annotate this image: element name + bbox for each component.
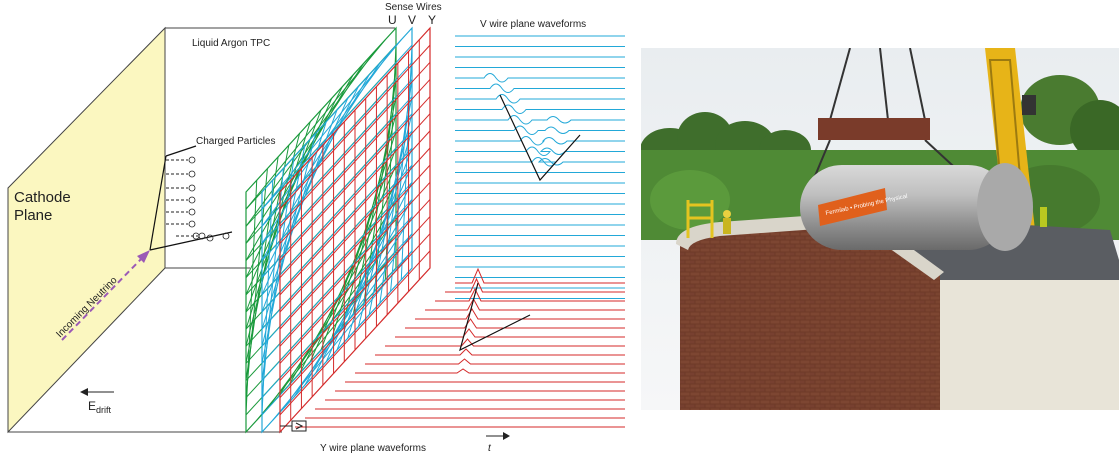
v-waveform-trace [455, 73, 625, 83]
tpc-diagram: Cathode Plane Liquid Argon TPC Charged P… [7, 2, 625, 454]
v-plane-frame [261, 26, 413, 434]
electron [206, 234, 214, 242]
v-wire-plane [261, 26, 413, 434]
y-plane-wire [279, 164, 431, 330]
v-plane-wire [261, 250, 413, 416]
cryostat-tank: Fermilab • Probing the Physical [800, 163, 1033, 251]
v-plane-diag [261, 98, 349, 296]
yellow-ladder [686, 200, 714, 238]
v-wire-waveforms [455, 35, 625, 299]
edrift-arrow [80, 388, 114, 396]
wire-v-label: V [408, 13, 416, 27]
worker-right [1040, 207, 1047, 227]
electron [188, 220, 196, 228]
electron [188, 196, 196, 204]
v-waveform-trace [455, 94, 625, 104]
v-track-projection [499, 94, 581, 182]
sense-wires-label: Sense Wires [385, 2, 442, 13]
detector-photo: Fermilab • Probing the Physical [641, 48, 1119, 410]
y-waveform-trace [375, 348, 625, 356]
y-plane-wire [279, 147, 431, 313]
electron [192, 232, 200, 240]
cathode-label-line1: Cathode [14, 189, 71, 206]
electron [188, 184, 196, 192]
y-waveform-trace [405, 318, 625, 329]
spreader-beam [818, 118, 930, 140]
y-plane-frame [279, 26, 431, 434]
y-waveform-trace [355, 368, 625, 374]
v-plane-wire [261, 216, 413, 381]
wire-y-label: Y [428, 13, 436, 27]
y-plane-wire [279, 199, 431, 364]
cathode-plane [7, 26, 166, 434]
v-waveform-trace [455, 104, 625, 114]
v-waveform-trace [455, 83, 625, 93]
electron [188, 208, 196, 216]
tpc-box-outline [8, 27, 395, 433]
drifting-electrons [166, 156, 230, 242]
y-waveform-trace [365, 358, 625, 365]
electron [188, 170, 196, 178]
v-plane-diag [357, 113, 413, 327]
y-plane-wire [279, 181, 431, 347]
time-arrow [486, 432, 510, 440]
particle-tracks [149, 145, 233, 251]
y-plane-wire [279, 216, 431, 381]
y-waveform-trace [385, 338, 625, 347]
tpc-label: Liquid Argon TPC [192, 38, 270, 49]
electron [188, 156, 196, 164]
v-waveform-trace [455, 115, 625, 125]
v-waveform-trace [455, 125, 625, 135]
v-plane-wire [261, 44, 413, 210]
y-plane-wire [279, 233, 431, 399]
y-wire-waveforms [295, 267, 625, 428]
v-waveforms-label: V wire plane waveforms [480, 19, 586, 30]
y-plane-wire [279, 250, 431, 416]
v-plane-diag [261, 39, 402, 210]
brick-wall [680, 218, 940, 410]
y-waveform-trace [395, 328, 625, 338]
charged-particles-label: Charged Particles [196, 136, 275, 147]
interior-wall [940, 280, 1119, 410]
v-plane-wire [261, 147, 413, 313]
edrift-label: Edrift [88, 399, 112, 415]
y-waveform-trace [415, 308, 625, 320]
electron [222, 232, 230, 240]
y-waveform-trace [455, 267, 625, 284]
v-plane-diag [261, 86, 359, 278]
y-track-projection [459, 282, 531, 352]
v-plane-diag [261, 51, 391, 227]
v-waveform-trace [455, 157, 625, 167]
y-waveform-trace [435, 287, 625, 302]
y-waveforms-label: Y wire plane waveforms [320, 443, 426, 454]
worker [723, 210, 731, 218]
wire-u-label: U [388, 13, 397, 27]
worker-body [723, 218, 731, 234]
v-waveform-trace [455, 146, 625, 156]
y-waveform-trace [445, 277, 625, 293]
u-plane-diag [245, 39, 386, 210]
amplifier-icon [280, 420, 307, 432]
cathode-label-line2: Plane [14, 207, 52, 224]
incoming-neutrino-arrow [61, 250, 150, 341]
v-waveform-trace [455, 136, 625, 146]
y-wire-plane [279, 26, 431, 434]
time-label: t [488, 443, 492, 454]
